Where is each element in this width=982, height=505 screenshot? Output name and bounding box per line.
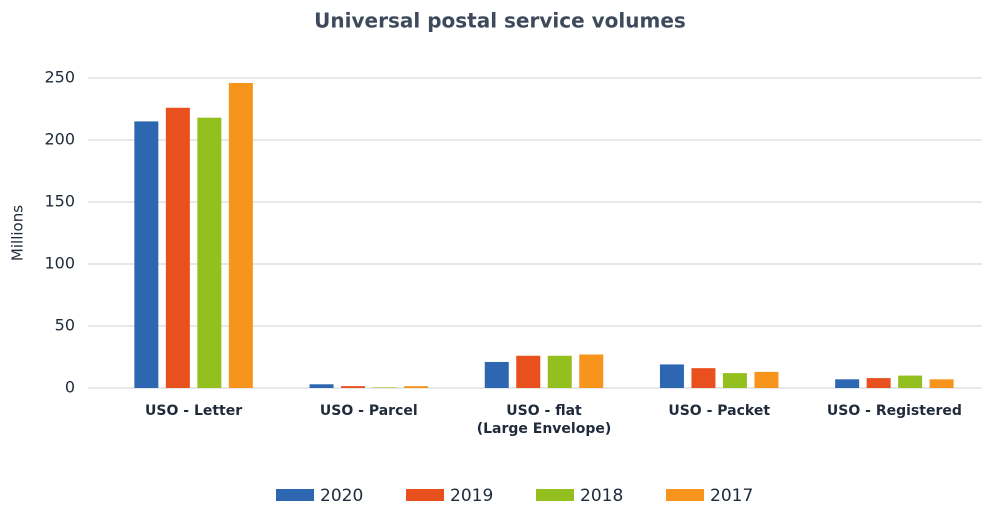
- y-tick-label: 50: [55, 316, 75, 335]
- x-tick-label: USO - Packet: [668, 403, 770, 419]
- y-tick-label: 200: [44, 130, 75, 149]
- x-tick-label: USO - Letter: [145, 403, 242, 419]
- bar: [404, 386, 429, 388]
- bar: [659, 364, 684, 388]
- bar: [484, 361, 509, 388]
- bar: [835, 379, 860, 388]
- legend-label: 2020: [320, 486, 363, 505]
- y-tick-label: 150: [44, 192, 75, 211]
- x-tick-label: USO - Registered: [827, 403, 962, 419]
- bar: [866, 378, 891, 388]
- chart-title: Universal postal service volumes: [314, 9, 686, 33]
- bar: [372, 387, 397, 388]
- bar: [691, 368, 716, 388]
- bar: [754, 371, 779, 388]
- bar: [228, 82, 253, 389]
- y-tick-label: 100: [44, 254, 75, 273]
- y-tick-label: 0: [65, 378, 75, 397]
- legend-swatch: [406, 489, 444, 501]
- bar: [929, 379, 954, 388]
- legend-swatch: [276, 489, 314, 501]
- legend-label: 2019: [450, 486, 493, 505]
- y-tick-label: 250: [44, 68, 75, 87]
- y-axis-label: Millions: [9, 205, 27, 261]
- legend-swatch: [536, 489, 574, 501]
- bar: [309, 384, 334, 388]
- bar: [134, 121, 159, 389]
- x-tick-label: USO - flat (Large Envelope): [477, 403, 612, 437]
- bar: [516, 355, 541, 388]
- x-tick-label: USO - Parcel: [320, 403, 418, 419]
- bar: [579, 354, 604, 388]
- bar: [547, 355, 572, 388]
- bar: [722, 373, 747, 388]
- legend-label: 2017: [710, 486, 753, 505]
- bar: [898, 375, 923, 388]
- bar: [165, 107, 190, 388]
- legend-swatch: [666, 489, 704, 501]
- legend-label: 2018: [580, 486, 623, 505]
- bar: [341, 386, 366, 388]
- bar: [197, 117, 222, 389]
